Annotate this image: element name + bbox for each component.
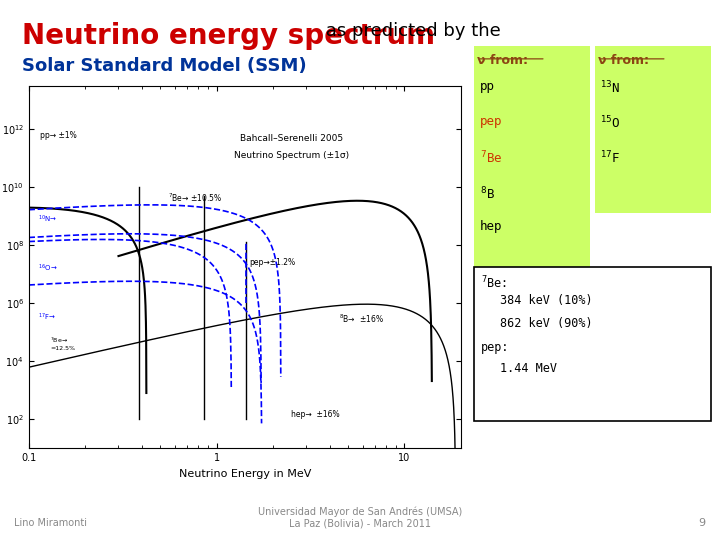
Text: $^{7}$Be: $^{7}$Be — [480, 150, 502, 167]
Text: as predicted by the: as predicted by the — [320, 22, 501, 39]
Text: $^{7}$Be→
=12.5%: $^{7}$Be→ =12.5% — [50, 335, 75, 350]
Text: $^{16}$O→: $^{16}$O→ — [38, 263, 58, 274]
Text: pep: pep — [480, 115, 502, 128]
Text: $^{10}$N→: $^{10}$N→ — [38, 214, 58, 225]
Bar — [595, 46, 711, 213]
Text: pp→ ±1%: pp→ ±1% — [40, 131, 77, 140]
Text: $^{15}$O: $^{15}$O — [600, 115, 621, 132]
Text: Bahcall–Serenelli 2005: Bahcall–Serenelli 2005 — [240, 134, 343, 143]
Bar — [474, 267, 711, 421]
Text: Lino Miramonti: Lino Miramonti — [14, 518, 87, 528]
Bar — [474, 46, 590, 270]
Text: ν from:: ν from: — [598, 54, 649, 67]
X-axis label: Neutrino Energy in MeV: Neutrino Energy in MeV — [179, 469, 311, 478]
Text: $^{17}$F: $^{17}$F — [600, 150, 621, 167]
Text: ν from:: ν from: — [477, 54, 528, 67]
Text: 1.44 MeV: 1.44 MeV — [500, 362, 557, 375]
Text: $^{7}$Be→ ±10.5%: $^{7}$Be→ ±10.5% — [168, 192, 222, 204]
Text: $^{8}$B→  ±16%: $^{8}$B→ ±16% — [339, 313, 384, 326]
Text: 9: 9 — [698, 518, 706, 528]
Text: pep→±1.2%: pep→±1.2% — [250, 259, 296, 267]
Text: Universidad Mayor de San Andrés (UMSA)
La Paz (Bolivia) - March 2011: Universidad Mayor de San Andrés (UMSA) L… — [258, 506, 462, 528]
Text: $^{8}$B: $^{8}$B — [480, 185, 495, 202]
Text: pp: pp — [480, 80, 495, 93]
Text: hep: hep — [480, 220, 502, 233]
Text: $^{13}$N: $^{13}$N — [600, 80, 621, 97]
Text: hep→  ±16%: hep→ ±16% — [292, 410, 340, 419]
Text: Neutrino energy spectrum: Neutrino energy spectrum — [22, 22, 435, 50]
Text: $^{7}$Be:: $^{7}$Be: — [481, 274, 507, 291]
Text: pep:: pep: — [481, 341, 510, 354]
Text: Solar Standard Model (SSM): Solar Standard Model (SSM) — [22, 57, 306, 75]
Text: Neutrino Spectrum (±1σ): Neutrino Spectrum (±1σ) — [234, 151, 348, 160]
Text: 862 keV (90%): 862 keV (90%) — [500, 317, 593, 330]
Text: 384 keV (10%): 384 keV (10%) — [500, 294, 593, 307]
Text: $^{17}$F→: $^{17}$F→ — [38, 312, 56, 323]
